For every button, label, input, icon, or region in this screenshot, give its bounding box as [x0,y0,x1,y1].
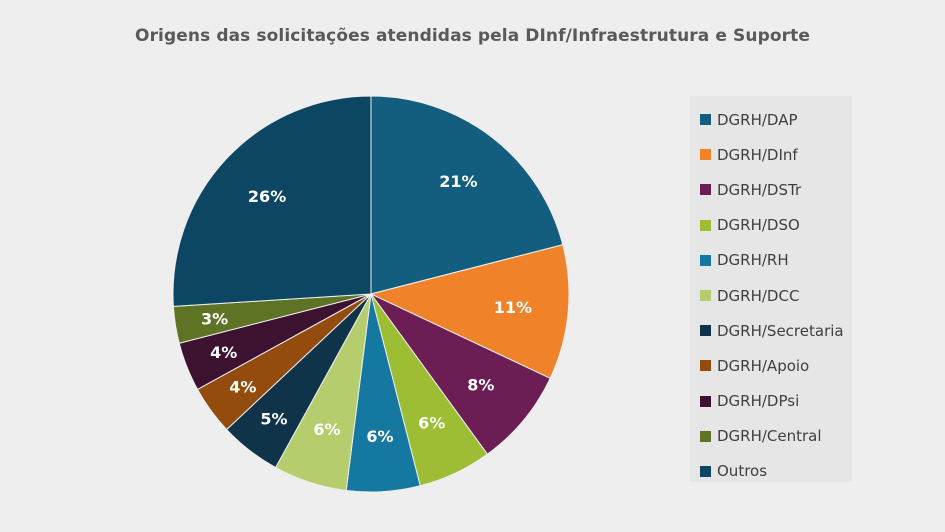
legend-label: DGRH/Central [717,427,822,446]
data-label-dgrh-dcc: 6% [313,420,340,439]
data-label-dgrh-central: 3% [201,309,228,328]
legend-item-dgrh-dcc: DGRH/DCC [690,278,852,313]
legend-swatch [700,325,711,337]
legend-item-dgrh-rh: DGRH/RH [690,243,852,278]
pie-slice-dgrh-dap [370,95,564,295]
pie-slice-outros [172,95,372,307]
legend-item-dgrh-dpsi: DGRH/DPsi [690,384,852,419]
legend-swatch [700,219,711,231]
data-label-dgrh-apoio: 4% [229,378,256,397]
legend-swatch [700,184,711,196]
legend-item-dgrh-central: DGRH/Central [690,419,852,454]
legend-item-dgrh-secretaria: DGRH/Secretaria [690,313,852,348]
legend-item-dgrh-apoio: DGRH/Apoio [690,348,852,383]
data-label-outros: 26% [248,187,286,206]
legend-swatch [700,430,711,442]
legend-swatch [700,395,711,407]
legend-label: DGRH/DInf [717,145,798,164]
legend-item-dgrh-dstr: DGRH/DSTr [690,172,852,207]
legend-item-dgrh-dinf: DGRH/DInf [690,137,852,172]
data-label-dgrh-dinf: 11% [494,298,532,317]
pie-slice-dgrh-dstr [370,293,551,455]
pie-slice-dgrh-dinf [369,244,570,379]
legend-item-dgrh-dso: DGRH/DSO [690,208,852,243]
legend-label: DGRH/DAP [717,110,798,129]
data-label-dgrh-secretaria: 5% [260,410,287,429]
legend-swatch [700,465,711,477]
legend-item-dgrh-dap: DGRH/DAP [690,102,852,137]
legend-item-outros: Outros [690,454,852,489]
data-label-dgrh-dpsi: 4% [210,343,237,362]
legend-label: DGRH/RH [717,251,789,270]
legend-swatch [700,254,711,266]
data-label-dgrh-dso: 6% [418,413,445,432]
legend-swatch [700,360,711,372]
legend: DGRH/DAP DGRH/DInf DGRH/DSTr DGRH/DSO DGRH/R… [690,96,852,482]
data-label-dgrh-rh: 6% [366,427,393,446]
legend-label: DGRH/DPsi [717,392,800,411]
legend-swatch [700,114,711,126]
legend-label: Outros [717,462,768,481]
legend-label: DGRH/DSTr [717,180,802,199]
legend-label: DGRH/DSO [717,216,800,235]
legend-label: DGRH/Secretaria [717,321,844,340]
legend-label: DGRH/Apoio [717,356,810,375]
legend-label: DGRH/DCC [717,286,800,305]
chart-title: Origens das solicitações atendidas pela … [135,26,810,46]
legend-swatch [700,149,711,161]
data-label-dgrh-dap: 21% [439,172,477,191]
data-label-dgrh-dstr: 8% [467,375,494,394]
legend-swatch [700,290,711,302]
